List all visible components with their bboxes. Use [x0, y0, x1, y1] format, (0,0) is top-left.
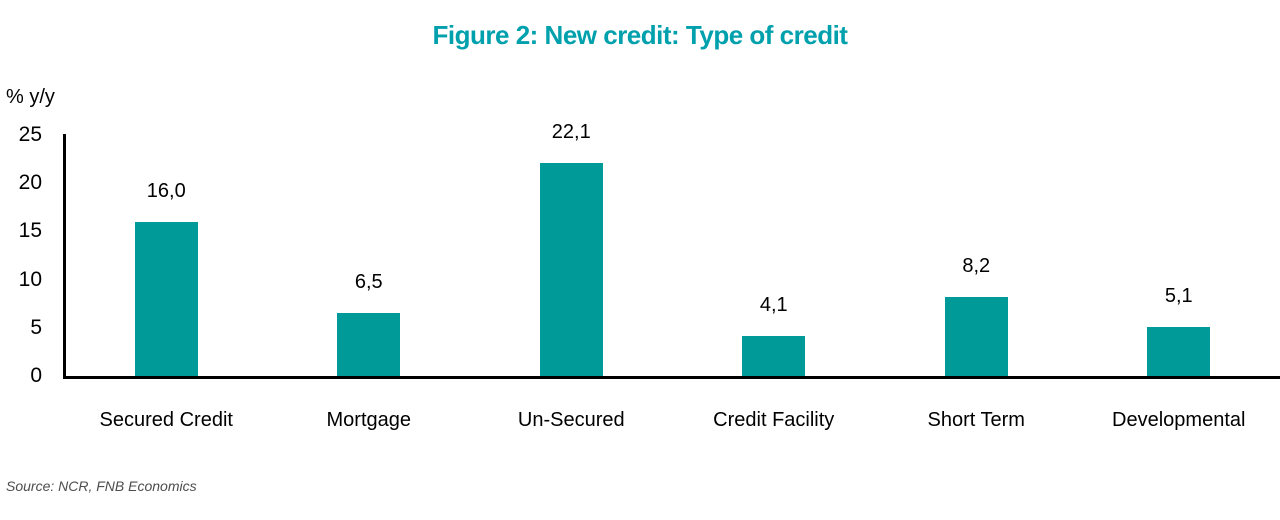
x-tick-label: Developmental: [1112, 409, 1246, 431]
x-tick-label: Mortgage: [326, 409, 412, 431]
bar-secured-credit: [134, 221, 198, 376]
y-tick-label: 20: [18, 171, 42, 195]
chart-title: Figure 2: New credit: Type of credit: [432, 20, 848, 50]
bar-value-label: 16,0: [146, 179, 186, 202]
x-tick-label: Un-Secured: [517, 409, 625, 431]
x-tick-label: Short Term: [927, 409, 1025, 431]
bar-un-secured: [539, 162, 603, 376]
bar-value-label: 4,1: [759, 294, 788, 317]
bar-value-label: 5,1: [1164, 284, 1193, 307]
bar-value-label: 22,1: [551, 120, 591, 143]
x-tick-label: Secured Credit: [99, 409, 233, 431]
bar-value-label: 6,5: [354, 271, 383, 294]
x-tick-label: Credit Facility: [713, 409, 835, 431]
bar-short-term: [944, 296, 1008, 376]
bar-mortgage: [337, 313, 401, 376]
y-tick-label: 0: [30, 364, 42, 387]
bar-credit-facility: [742, 336, 806, 376]
y-tick-label: 10: [18, 267, 42, 291]
y-tick-label: 15: [18, 219, 42, 243]
bar-value-label: 8,2: [962, 254, 991, 277]
source-note: Source: NCR, FNB Economics: [6, 478, 197, 494]
y-axis-line: [63, 134, 66, 379]
x-axis-line: [63, 376, 1280, 379]
y-axis-unit-label: % y/y: [6, 86, 55, 108]
bar-developmental: [1147, 326, 1211, 376]
y-tick-label: 25: [18, 123, 42, 146]
y-tick-label: 5: [30, 315, 42, 339]
